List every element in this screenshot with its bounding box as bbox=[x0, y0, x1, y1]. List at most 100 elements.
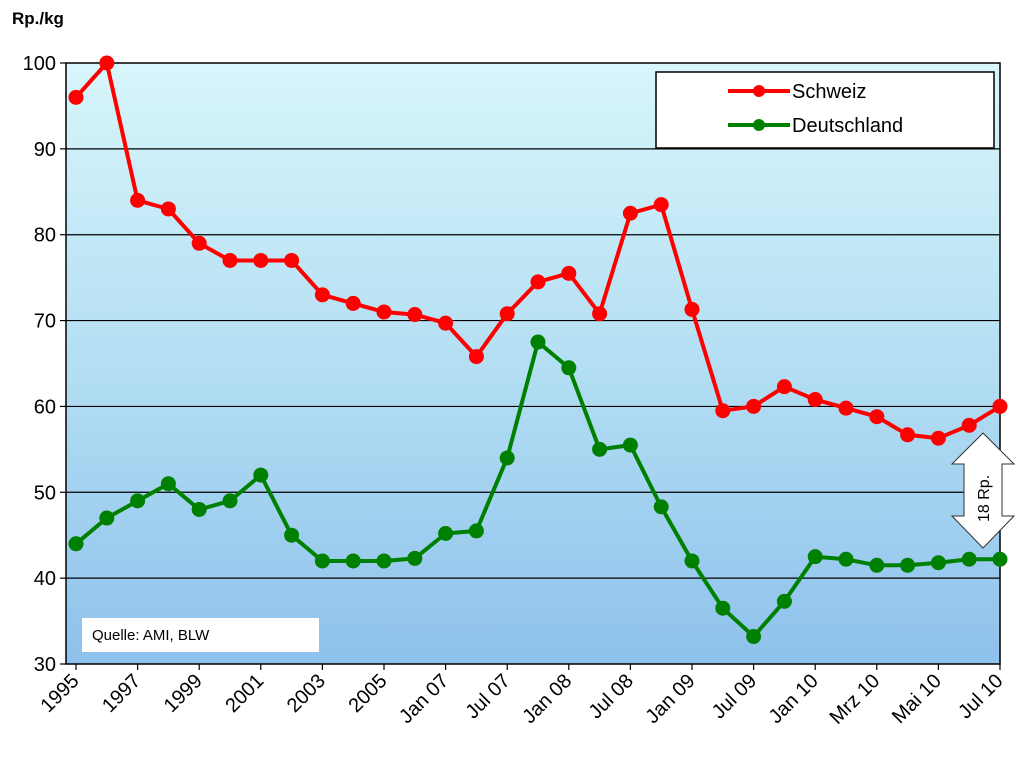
data-point-deutschland-9 bbox=[345, 553, 361, 569]
y-tick-label-60: 60 bbox=[34, 396, 56, 418]
x-tick-label-9: Jul 08 bbox=[585, 670, 638, 723]
data-point-deutschland-7 bbox=[284, 527, 300, 543]
data-point-schweiz-18 bbox=[622, 205, 638, 221]
data-point-deutschland-3 bbox=[160, 476, 176, 492]
data-point-deutschland-0 bbox=[68, 536, 84, 552]
data-point-schweiz-5 bbox=[222, 252, 238, 268]
data-point-schweiz-20 bbox=[684, 301, 700, 317]
x-tick-label-12: Jan 10 bbox=[765, 670, 823, 728]
data-point-schweiz-21 bbox=[715, 403, 731, 419]
data-point-schweiz-3 bbox=[160, 201, 176, 217]
data-point-schweiz-12 bbox=[438, 315, 454, 331]
source-note: Quelle: AMI, BLW bbox=[82, 618, 319, 652]
data-point-deutschland-4 bbox=[191, 501, 207, 517]
x-tick-label-6: Jan 07 bbox=[395, 670, 453, 728]
y-tick-label-40: 40 bbox=[34, 568, 56, 590]
data-point-schweiz-10 bbox=[376, 304, 392, 320]
data-point-deutschland-14 bbox=[499, 450, 515, 466]
data-point-schweiz-2 bbox=[130, 192, 146, 208]
x-tick-label-11: Jul 09 bbox=[708, 670, 761, 723]
data-point-deutschland-28 bbox=[930, 555, 946, 571]
data-point-schweiz-9 bbox=[345, 295, 361, 311]
data-point-schweiz-16 bbox=[561, 265, 577, 281]
data-point-deutschland-8 bbox=[314, 553, 330, 569]
data-point-deutschland-30 bbox=[992, 551, 1008, 567]
data-point-schweiz-14 bbox=[499, 306, 515, 322]
x-tick-label-5: 2005 bbox=[345, 670, 392, 717]
y-axis-unit-label: Rp./kg bbox=[12, 9, 64, 28]
x-tick-label-4: 2003 bbox=[283, 670, 330, 717]
source-note-text: Quelle: AMI, BLW bbox=[92, 627, 210, 644]
legend-box bbox=[655, 71, 995, 149]
data-point-schweiz-29 bbox=[961, 417, 977, 433]
x-tick-label-0: 1995 bbox=[37, 670, 84, 717]
data-point-deutschland-21 bbox=[715, 600, 731, 616]
y-tick-label-90: 90 bbox=[34, 139, 56, 161]
series-lines bbox=[68, 55, 1008, 645]
x-tick-label-14: Mai 10 bbox=[888, 670, 946, 728]
data-point-schweiz-30 bbox=[992, 398, 1008, 414]
source-note-box bbox=[82, 618, 319, 652]
x-tick-label-8: Jan 08 bbox=[518, 670, 576, 728]
data-point-deutschland-25 bbox=[838, 551, 854, 567]
data-point-deutschland-2 bbox=[130, 493, 146, 509]
data-point-schweiz-11 bbox=[407, 307, 423, 323]
data-point-schweiz-0 bbox=[68, 89, 84, 105]
x-axis: 1995 1997 1999 2001 2003 2005 Jan 07 Jul 07 Jan … bbox=[37, 664, 1008, 729]
y-tick-label-50: 50 bbox=[34, 482, 56, 504]
legend-schweiz-marker bbox=[753, 85, 765, 97]
data-point-deutschland-18 bbox=[622, 437, 638, 453]
gap-arrow: 18 Rp. bbox=[950, 432, 1016, 549]
data-point-schweiz-13 bbox=[468, 349, 484, 365]
legend: Schweiz Deutschland bbox=[655, 71, 995, 149]
legend-deutschland-marker bbox=[753, 119, 765, 131]
data-point-deutschland-15 bbox=[530, 334, 546, 350]
gap-arrow-shape bbox=[950, 432, 1016, 549]
data-point-deutschland-5 bbox=[222, 493, 238, 509]
x-tick-label-7: Jul 07 bbox=[461, 670, 514, 723]
data-point-deutschland-23 bbox=[776, 593, 792, 609]
data-point-deutschland-11 bbox=[407, 550, 423, 566]
data-point-schweiz-6 bbox=[253, 252, 269, 268]
legend-deutschland-label: Deutschland bbox=[792, 115, 903, 137]
y-tick-label-30: 30 bbox=[34, 654, 56, 676]
data-point-schweiz-15 bbox=[530, 274, 546, 290]
y-tick-label-70: 70 bbox=[34, 311, 56, 333]
data-point-schweiz-17 bbox=[592, 306, 608, 322]
x-tick-label-15: Jul 10 bbox=[954, 670, 1007, 723]
data-point-deutschland-26 bbox=[869, 557, 885, 573]
data-point-schweiz-7 bbox=[284, 252, 300, 268]
data-point-deutschland-20 bbox=[684, 553, 700, 569]
data-point-deutschland-16 bbox=[561, 360, 577, 376]
gap-arrow-label: 18 Rp. bbox=[976, 475, 993, 522]
data-point-deutschland-12 bbox=[438, 525, 454, 541]
data-point-deutschland-27 bbox=[900, 557, 916, 573]
data-point-schweiz-22 bbox=[746, 398, 762, 414]
x-tick-label-13: Mrz 10 bbox=[826, 670, 885, 729]
data-point-schweiz-25 bbox=[838, 400, 854, 416]
y-tick-label-80: 80 bbox=[34, 225, 56, 247]
data-point-schweiz-4 bbox=[191, 235, 207, 251]
data-point-schweiz-19 bbox=[653, 197, 669, 213]
legend-schweiz-label: Schweiz bbox=[792, 81, 866, 103]
data-point-deutschland-19 bbox=[653, 499, 669, 515]
data-point-schweiz-26 bbox=[869, 409, 885, 425]
data-point-schweiz-28 bbox=[930, 430, 946, 446]
data-point-deutschland-22 bbox=[746, 629, 762, 645]
x-tick-label-10: Jan 09 bbox=[642, 670, 700, 728]
data-point-deutschland-1 bbox=[99, 510, 115, 526]
data-point-schweiz-27 bbox=[900, 427, 916, 443]
data-point-deutschland-10 bbox=[376, 553, 392, 569]
gridlines bbox=[66, 148, 1000, 579]
data-point-schweiz-1 bbox=[99, 55, 115, 71]
x-tick-label-2: 1999 bbox=[160, 670, 207, 717]
data-point-schweiz-8 bbox=[314, 287, 330, 303]
x-tick-label-3: 2001 bbox=[221, 670, 268, 717]
data-point-deutschland-17 bbox=[592, 441, 608, 457]
y-axis: 30 40 50 60 70 80 90 100 bbox=[23, 53, 66, 676]
x-tick-label-1: 1997 bbox=[98, 670, 145, 717]
y-tick-label-100: 100 bbox=[23, 53, 56, 75]
data-point-schweiz-23 bbox=[776, 379, 792, 395]
data-point-schweiz-24 bbox=[807, 392, 823, 408]
